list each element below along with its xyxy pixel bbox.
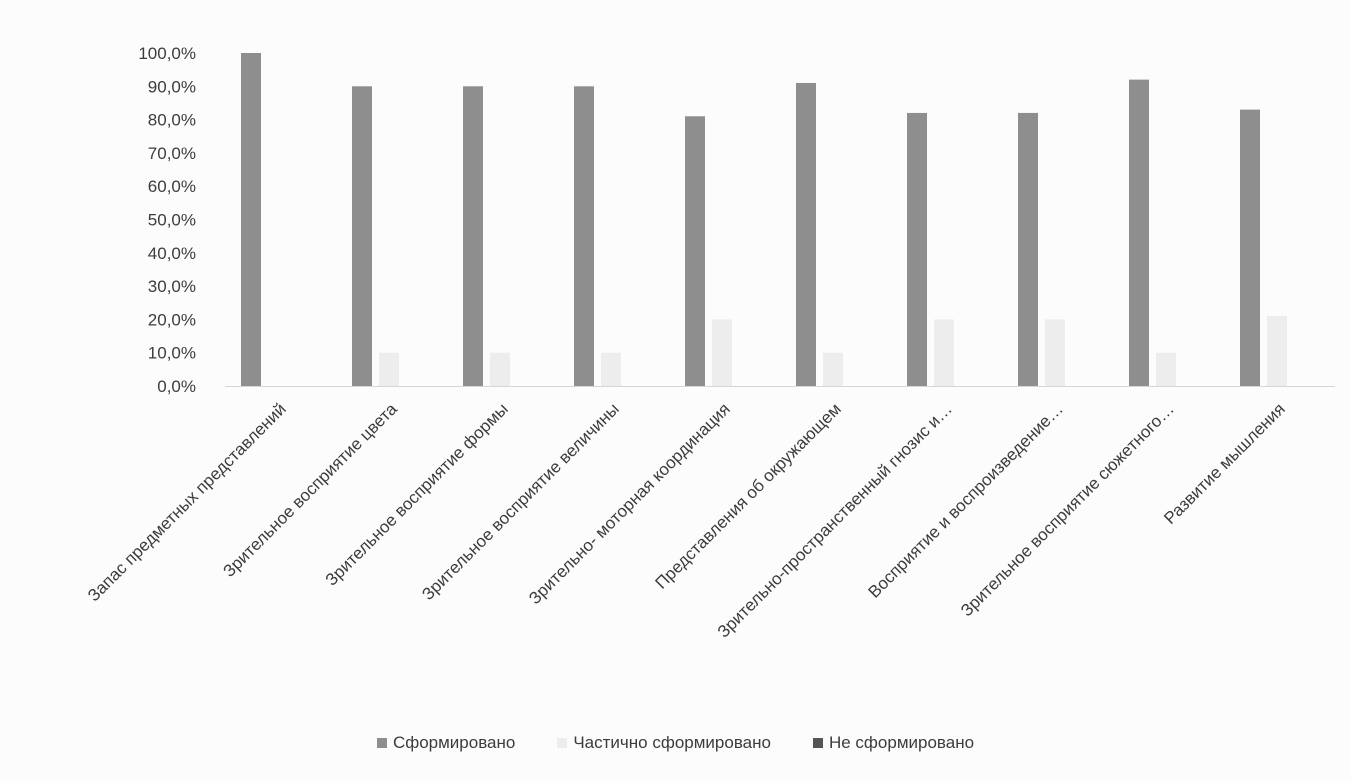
x-axis: Запас предметных представленийЗрительное… bbox=[84, 399, 1289, 641]
y-tick-label: 50,0% bbox=[148, 211, 196, 230]
bar-series-0-cat-1 bbox=[352, 86, 372, 387]
y-tick-label: 60,0% bbox=[148, 177, 196, 196]
x-category-label: Представления об окружающем bbox=[652, 399, 845, 592]
bar-series-1-cat-7 bbox=[1045, 319, 1065, 386]
legend-swatch-not-formed bbox=[812, 738, 823, 748]
bar-series-1-cat-1 bbox=[379, 352, 399, 386]
x-category-label: Зрительное восприятие формы bbox=[322, 399, 512, 589]
legend-label-formed: Сформировано bbox=[392, 733, 516, 752]
bar-series-1-cat-5 bbox=[823, 352, 843, 386]
bar-series-0-cat-4 bbox=[685, 116, 705, 387]
y-axis: 0,0% 10,0% 20,0% 30,0% 40,0% 50,0% 60,0% 70,0% 8… bbox=[138, 44, 196, 396]
x-category-label: Зрительное восприятие цвета bbox=[219, 399, 401, 581]
legend-item-not-formed: Не сформировано bbox=[812, 733, 975, 753]
bar-series-1-cat-9 bbox=[1267, 316, 1287, 386]
bar-series-0-cat-0 bbox=[241, 53, 261, 386]
bars bbox=[241, 53, 1287, 387]
legend-label-partially-formed: Частично сформировано bbox=[573, 733, 771, 752]
y-tick-label: 80,0% bbox=[148, 111, 196, 130]
legend-item-partially-formed: Частично сформировано bbox=[557, 733, 771, 753]
bar-series-0-cat-7 bbox=[1018, 112, 1038, 386]
bar-series-0-cat-3 bbox=[574, 86, 594, 387]
bar-series-1-cat-2 bbox=[490, 352, 510, 386]
legend-swatch-formed bbox=[376, 738, 387, 748]
bar-series-1-cat-8 bbox=[1156, 352, 1176, 386]
y-tick-label: 10,0% bbox=[148, 344, 196, 363]
y-tick-label: 20,0% bbox=[148, 310, 196, 329]
x-category-label: Развитие мышления bbox=[1160, 399, 1289, 528]
x-category-label: Зрительное восприятие сюжетного… bbox=[957, 399, 1178, 620]
bar-series-0-cat-8 bbox=[1129, 79, 1149, 386]
bar-series-0-cat-5 bbox=[796, 82, 816, 386]
x-category-label: Зрительное восприятие величины bbox=[418, 399, 623, 604]
legend: Сформировано Частично сформировано Не сф… bbox=[0, 733, 1351, 753]
legend-swatch-partially-formed bbox=[557, 738, 568, 748]
x-category-label: Зрительно-пространственный гнозис и… bbox=[714, 399, 956, 641]
y-tick-label: 70,0% bbox=[148, 144, 196, 163]
x-category-label: Восприятие и воспроизведение… bbox=[864, 399, 1066, 601]
y-tick-label: 30,0% bbox=[148, 277, 196, 296]
bar-series-0-cat-9 bbox=[1240, 109, 1260, 387]
y-tick-label: 100,0% bbox=[138, 44, 196, 63]
bar-series-1-cat-4 bbox=[712, 319, 732, 386]
bar-series-0-cat-2 bbox=[463, 86, 483, 387]
y-tick-label: 0,0% bbox=[157, 377, 196, 396]
y-tick-label: 40,0% bbox=[148, 244, 196, 263]
bar-series-0-cat-6 bbox=[907, 112, 927, 386]
legend-label-not-formed: Не сформировано bbox=[828, 733, 975, 752]
x-category-label: Запас предметных представлений bbox=[84, 399, 290, 605]
bar-series-1-cat-3 bbox=[601, 352, 621, 386]
y-tick-label: 90,0% bbox=[148, 77, 196, 96]
legend-item-formed: Сформировано bbox=[376, 733, 516, 753]
x-category-label: Зрительно- моторная координация bbox=[525, 399, 734, 608]
bar-series-1-cat-6 bbox=[934, 319, 954, 386]
